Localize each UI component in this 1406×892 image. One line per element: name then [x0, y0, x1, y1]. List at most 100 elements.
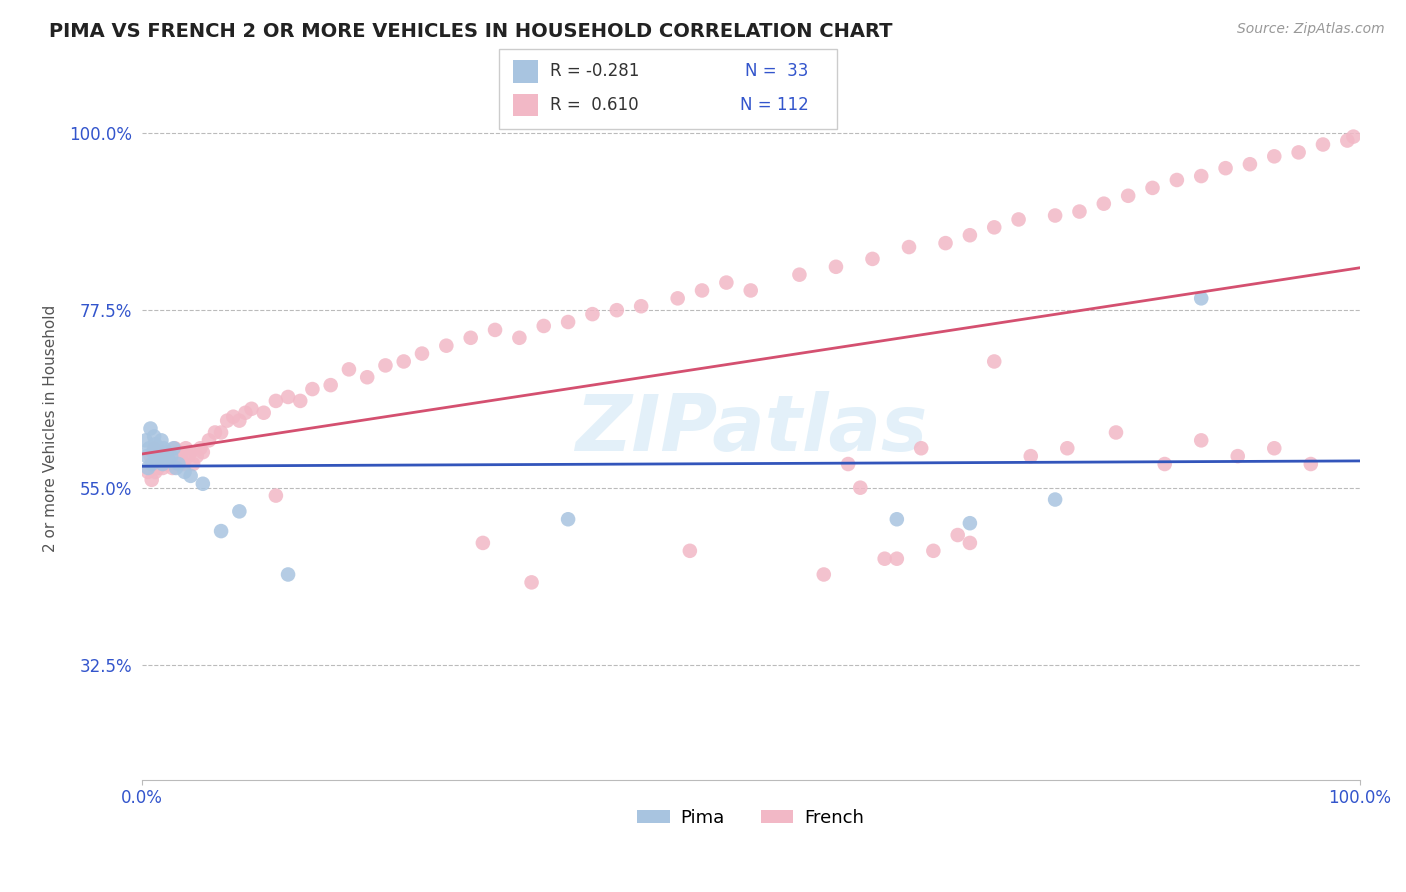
Point — [1263, 149, 1285, 163]
Point — [392, 354, 415, 368]
Point — [136, 465, 159, 479]
Point — [159, 449, 181, 463]
Point — [983, 220, 1005, 235]
Point — [181, 457, 204, 471]
Point — [191, 476, 214, 491]
Point — [1043, 492, 1066, 507]
Point — [165, 461, 187, 475]
Point — [204, 425, 226, 440]
Point — [145, 453, 167, 467]
Point — [825, 260, 848, 274]
Point — [1226, 449, 1249, 463]
Point — [153, 449, 176, 463]
Point — [153, 442, 176, 456]
Point — [1299, 457, 1322, 471]
Point — [740, 284, 762, 298]
Point — [264, 393, 287, 408]
Point — [1007, 212, 1029, 227]
Point — [789, 268, 811, 282]
Point — [191, 445, 214, 459]
Point — [198, 434, 221, 448]
Text: R =  0.610: R = 0.610 — [550, 96, 638, 114]
Point — [135, 434, 157, 448]
Point — [374, 359, 396, 373]
Point — [150, 434, 173, 448]
Point — [143, 442, 166, 456]
Point — [1312, 137, 1334, 152]
Point — [228, 414, 250, 428]
Text: PIMA VS FRENCH 2 OR MORE VEHICLES IN HOUSEHOLD CORRELATION CHART: PIMA VS FRENCH 2 OR MORE VEHICLES IN HOU… — [49, 22, 893, 41]
Point — [264, 489, 287, 503]
Point — [156, 445, 179, 459]
Point — [837, 457, 859, 471]
Point — [162, 461, 184, 475]
Point — [533, 318, 555, 333]
Point — [135, 449, 157, 463]
Y-axis label: 2 or more Vehicles in Household: 2 or more Vehicles in Household — [44, 305, 58, 552]
Point — [142, 445, 165, 459]
Point — [142, 457, 165, 471]
Point — [630, 299, 652, 313]
Point — [167, 457, 190, 471]
Point — [460, 331, 482, 345]
Point — [240, 401, 263, 416]
Point — [849, 481, 872, 495]
Text: ZIPatlas: ZIPatlas — [575, 391, 927, 467]
Point — [1263, 442, 1285, 456]
Point — [235, 406, 257, 420]
Point — [149, 449, 172, 463]
Point — [136, 461, 159, 475]
Point — [209, 425, 232, 440]
Point — [508, 331, 530, 345]
Point — [143, 465, 166, 479]
Point — [1189, 169, 1212, 183]
Point — [1189, 291, 1212, 305]
Point — [886, 512, 908, 526]
Point — [172, 457, 194, 471]
Point — [180, 445, 202, 459]
Point — [898, 240, 921, 254]
Point — [153, 457, 176, 471]
Point — [983, 354, 1005, 368]
Point — [1056, 442, 1078, 456]
Point — [959, 536, 981, 550]
Point — [1019, 449, 1042, 463]
Point — [141, 473, 163, 487]
Text: Source: ZipAtlas.com: Source: ZipAtlas.com — [1237, 22, 1385, 37]
Point — [434, 339, 457, 353]
Point — [163, 442, 186, 456]
Point — [217, 414, 239, 428]
Text: R = -0.281: R = -0.281 — [550, 62, 640, 80]
Point — [186, 449, 208, 463]
Text: N = 112: N = 112 — [740, 96, 808, 114]
Point — [150, 445, 173, 459]
Point — [167, 445, 190, 459]
Point — [520, 575, 543, 590]
Point — [139, 449, 162, 463]
Point — [143, 437, 166, 451]
Point — [1239, 157, 1261, 171]
Point — [146, 461, 169, 475]
Point — [165, 453, 187, 467]
Point — [581, 307, 603, 321]
Legend: Pima, French: Pima, French — [630, 801, 872, 834]
Point — [222, 409, 245, 424]
Point — [148, 453, 170, 467]
Point — [139, 421, 162, 435]
Point — [148, 445, 170, 459]
Point — [557, 512, 579, 526]
Point — [138, 442, 160, 456]
Point — [277, 567, 299, 582]
Point — [873, 551, 896, 566]
Point — [1288, 145, 1310, 160]
Point — [277, 390, 299, 404]
Point — [209, 524, 232, 538]
Point — [174, 442, 197, 456]
Point — [152, 457, 174, 471]
Point — [862, 252, 884, 266]
Point — [1153, 457, 1175, 471]
Point — [666, 291, 689, 305]
Point — [1105, 425, 1128, 440]
Point — [253, 406, 276, 420]
Point — [146, 442, 169, 456]
